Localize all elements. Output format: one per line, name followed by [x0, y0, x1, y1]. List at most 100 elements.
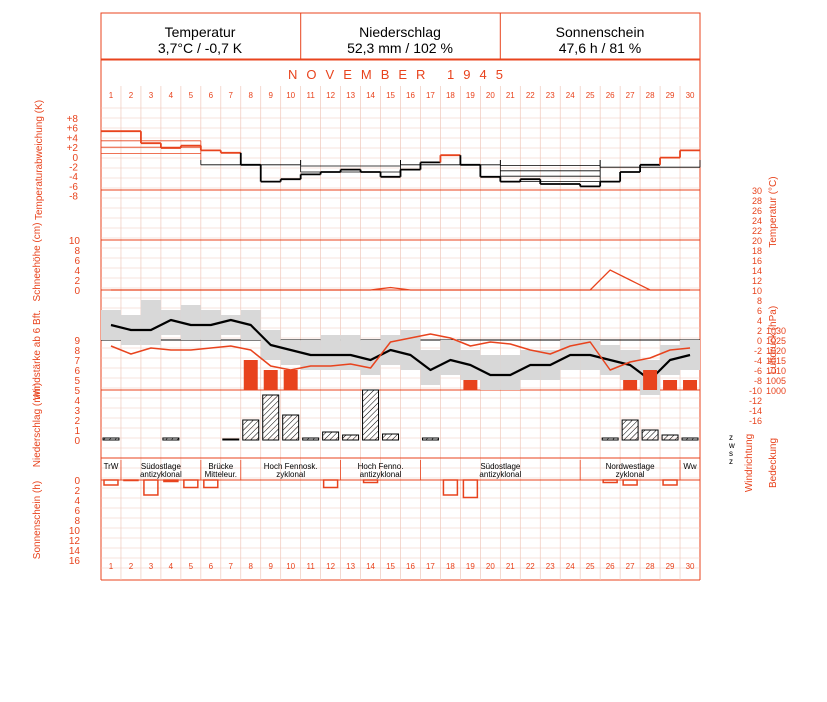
sunshine-bar	[602, 479, 618, 484]
tick-temperature: 12	[752, 276, 762, 286]
tick-temperature: 16	[752, 256, 762, 266]
day-number-top: 14	[366, 91, 375, 100]
wind-strength-bar	[243, 360, 258, 390]
weather-type-label: Südostlage	[480, 462, 521, 471]
month-label: NOVEMBER 1945	[288, 67, 512, 82]
day-number-bottom: 1	[109, 562, 114, 571]
tick-sunshine: 6	[74, 506, 80, 517]
precipitation-bar	[601, 437, 619, 441]
tick-sunshine: 0	[74, 476, 80, 487]
axis-label-precip: Niederschlag (mm)	[32, 383, 43, 467]
day-number-top: 3	[149, 91, 154, 100]
tick-temperature: 30	[752, 186, 762, 196]
day-number-top: 4	[169, 91, 174, 100]
tick-pressure: 1020	[766, 346, 786, 356]
tick-wind: 7	[74, 356, 80, 367]
temperature-range-band	[140, 300, 161, 345]
tick-temperature: 22	[752, 226, 762, 236]
temperature-range-band	[280, 340, 301, 365]
temperature-range-band	[440, 340, 461, 375]
precipitation-bar	[262, 394, 280, 441]
tick-snow: 10	[69, 236, 81, 247]
sunshine-bar	[322, 479, 339, 489]
day-number-bottom: 16	[406, 562, 415, 571]
day-number-bottom: 6	[209, 562, 214, 571]
tick-snow: 6	[74, 256, 80, 267]
tick-temp-anomaly: -4	[69, 172, 78, 183]
day-number-bottom: 27	[626, 562, 635, 571]
day-number-top: 22	[526, 91, 535, 100]
header-value-temperature: 3,7°C / -0,7 K	[158, 40, 243, 56]
day-number-top: 18	[446, 91, 455, 100]
day-number-bottom: 10	[286, 562, 295, 571]
sunshine-bar	[103, 479, 119, 486]
tick-wind: 5	[74, 376, 80, 387]
precipitation-bar	[302, 437, 320, 441]
tick-sunshine: 10	[69, 526, 81, 537]
tick-pressure: 1000	[766, 386, 786, 396]
temperature-mean-line	[110, 318, 691, 382]
tick-temperature: 4	[757, 316, 762, 326]
tick-sunshine: 2	[74, 486, 80, 497]
header-box	[100, 12, 701, 60]
wind-strength-bar	[283, 370, 298, 390]
axis-label-temperature: Temperatur (°C)	[768, 176, 779, 247]
day-number-bottom: 23	[546, 562, 555, 571]
tick-temperature: -16	[749, 416, 762, 426]
precipitation-bar	[641, 429, 659, 441]
tick-temperature: 20	[752, 236, 762, 246]
day-number-top: 30	[686, 91, 695, 100]
precipitation-bar	[661, 434, 679, 441]
day-number-bottom: 9	[268, 562, 273, 571]
sunshine-bar	[462, 479, 479, 499]
precipitation-bar	[102, 437, 120, 441]
day-number-top: 24	[566, 91, 575, 100]
header-title-sunshine: Sonnenschein	[556, 24, 645, 40]
tick-pressure: 1025	[766, 336, 786, 346]
day-number-top: 28	[646, 91, 655, 100]
day-number-bottom: 24	[566, 562, 575, 571]
day-number-bottom: 29	[666, 562, 675, 571]
weather-type-label: Nordwestlage	[606, 462, 655, 471]
tick-temp-anomaly: +4	[67, 133, 79, 144]
axis-label-wind-direction: Windrichtung	[744, 434, 755, 492]
tick-pressure: 1005	[766, 376, 786, 386]
pressure-line	[110, 333, 691, 371]
sunshine-bar	[362, 479, 379, 484]
weather-type-label: Brücke	[208, 462, 233, 471]
precipitation-bar	[342, 434, 360, 441]
day-number-bottom: 17	[426, 562, 435, 571]
sunshine-bar	[143, 479, 159, 496]
tick-sunshine: 4	[74, 496, 80, 507]
tick-temperature: 2	[757, 326, 762, 336]
temperature-range-band	[320, 335, 341, 370]
band-layer	[101, 300, 700, 395]
marks-layer	[100, 130, 701, 499]
day-number-bottom: 21	[506, 562, 515, 571]
tick-temperature: 26	[752, 206, 762, 216]
precipitation-bar	[421, 437, 439, 441]
day-number-bottom: 20	[486, 562, 495, 571]
day-number-top: 29	[666, 91, 675, 100]
day-number-bottom: 15	[386, 562, 395, 571]
tick-snow: 4	[74, 266, 80, 277]
tick-precip: 3	[74, 406, 80, 417]
day-number-top: 1	[109, 91, 114, 100]
sunshine-bar	[123, 479, 139, 482]
tick-sunshine: 14	[69, 546, 81, 557]
temperature-range-band	[220, 315, 241, 335]
temperature-range-band	[180, 305, 201, 340]
weather-legend-0: z	[729, 433, 733, 442]
tick-precip: 2	[74, 416, 80, 427]
day-number-bottom: 12	[326, 562, 335, 571]
day-number-top: 27	[626, 91, 635, 100]
tick-pressure: 1010	[766, 366, 786, 376]
day-number-bottom: 28	[646, 562, 655, 571]
tick-pressure: 1030	[766, 326, 786, 336]
weather-type-sublabel: antizyklonal	[360, 470, 402, 479]
wind-strength-bar	[263, 370, 278, 390]
wind-strength-bar	[683, 380, 697, 390]
precipitation-bar	[621, 419, 639, 441]
day-number-top: 16	[406, 91, 415, 100]
tick-sunshine: 16	[69, 556, 81, 567]
